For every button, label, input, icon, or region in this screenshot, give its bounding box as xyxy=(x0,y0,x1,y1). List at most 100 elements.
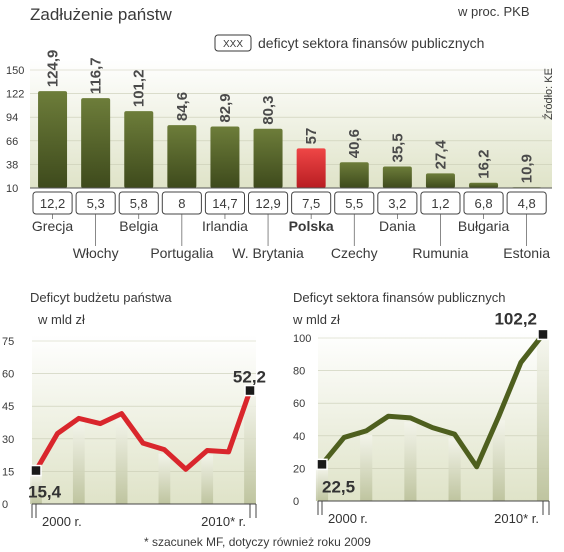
area-stripe xyxy=(360,434,373,501)
legend-box-label: XXX xyxy=(223,39,243,50)
area-stripe xyxy=(72,422,85,504)
x-tick-label: 2000 r. xyxy=(328,511,368,526)
first-value-label: 22,5 xyxy=(322,477,355,496)
series-line xyxy=(319,331,546,470)
deficit-value: 3,2 xyxy=(388,196,406,211)
bar-value-label: 101,2 xyxy=(131,70,148,108)
deficit-value: 1,2 xyxy=(431,196,449,211)
country-label: Estonia xyxy=(503,245,550,261)
country-label: Portugalia xyxy=(150,245,213,261)
area-stripe xyxy=(158,453,171,504)
bar-value-label: 57 xyxy=(303,128,320,145)
bar-chart-y-tick: 66 xyxy=(6,136,18,148)
country-label: Irlandia xyxy=(202,218,248,234)
endpoint-marker xyxy=(30,464,42,477)
line-chart-y-tick: 75 xyxy=(2,336,14,348)
bar-value-label: 116,7 xyxy=(88,57,105,94)
endpoint-marker xyxy=(244,384,256,397)
last-value-label: 102,2 xyxy=(494,309,537,328)
deficit-value: 12,9 xyxy=(255,196,280,211)
deficit-value: 6,8 xyxy=(475,196,493,211)
country-label: Rumunia xyxy=(412,245,468,261)
left-line-chart: 0 15 30 45 60 75 15,4 52,2 2000 r. 2010* r. xyxy=(2,335,266,529)
x-tick-label: 2010* r. xyxy=(201,514,246,529)
country-label: W. Brytania xyxy=(232,245,304,261)
deficit-value: 7,5 xyxy=(302,196,320,211)
country-label: Czechy xyxy=(331,245,378,261)
line-chart-y-tick: 20 xyxy=(293,463,305,475)
line-chart-y-tick: 60 xyxy=(2,369,14,381)
bar-3 xyxy=(167,125,197,188)
line-chart-background xyxy=(32,335,256,504)
country-label: Grecja xyxy=(32,218,73,234)
deficit-value: 12,2 xyxy=(40,196,65,211)
bar-value-label: 84,6 xyxy=(174,92,191,121)
country-label: Polska xyxy=(289,218,334,234)
area-stripe xyxy=(448,438,461,501)
bar-chart-y-tick: 150 xyxy=(6,65,24,77)
line-chart-y-tick: 100 xyxy=(293,333,311,345)
x-tick-label: 2000 r. xyxy=(42,514,82,529)
endpoint-marker xyxy=(537,328,549,341)
series-line xyxy=(33,388,253,474)
bar-value-label: 16,2 xyxy=(476,150,493,179)
area-stripe xyxy=(30,474,42,504)
deficit-boxes: 12,2 5,3 5,8 8 14,7 12,9 7,5 5,5 3,2 1,2 6,8 4,8 xyxy=(32,191,547,215)
bar-7 xyxy=(339,162,369,188)
deficit-value: 4,8 xyxy=(518,196,536,211)
line-chart-background xyxy=(318,332,549,501)
area-stripe xyxy=(492,420,505,501)
bar-value-label: 82,9 xyxy=(217,93,234,122)
bar-value-label: 10,9 xyxy=(519,154,536,183)
deficit-value: 5,8 xyxy=(130,196,148,211)
bar-value-label: 35,5 xyxy=(389,133,406,162)
bar-10 xyxy=(469,182,499,188)
bar-value-label: 124,9 xyxy=(45,50,62,88)
bar-1 xyxy=(81,98,111,188)
deficit-value: 8 xyxy=(178,196,185,211)
last-value-label: 52,2 xyxy=(233,368,266,387)
line-chart-y-tick: 45 xyxy=(2,401,14,413)
x-tick-label: 2010* r. xyxy=(494,511,539,526)
bar-chart-y-ticks: 10 38 66 94 122 150 xyxy=(6,65,24,195)
bar-chart-background xyxy=(30,60,552,188)
country-label: Bułgaria xyxy=(458,218,510,234)
right-line-chart: 0 20 40 60 80 100 22,5 102,2 2000 r. 2010* r. xyxy=(293,309,550,526)
first-value-label: 15,4 xyxy=(28,483,62,502)
area-stripe xyxy=(201,454,214,504)
deficit-value: 5,3 xyxy=(87,196,105,211)
line-chart-y-tick: 60 xyxy=(293,398,305,410)
country-label: Włochy xyxy=(73,245,119,261)
line-chart-y-tick: 15 xyxy=(2,466,14,478)
bar-chart-y-tick: 10 xyxy=(6,183,18,195)
bar-2 xyxy=(124,111,154,188)
area-stripe xyxy=(244,394,256,504)
bar-chart-unit: w proc. PKB xyxy=(457,4,530,19)
bar-chart-title: Zadłużenie państw xyxy=(30,5,172,24)
line-chart-y-tick: 80 xyxy=(293,366,305,378)
area-stripe xyxy=(404,421,417,501)
source-label: Źródło: KE xyxy=(542,68,555,120)
legend-text: deficyt sektora finansów publicznych xyxy=(258,35,484,51)
right-chart-subtitle: w mld zł xyxy=(292,312,340,327)
bar-chart-y-tick: 94 xyxy=(6,112,18,124)
endpoint-marker xyxy=(316,458,328,471)
left-chart-title: Deficyt budżetu państwa xyxy=(30,290,172,305)
country-label: Belgia xyxy=(119,218,158,234)
bar-value-label: 27,4 xyxy=(432,139,449,169)
bar-5 xyxy=(253,128,283,188)
bar-value-label: 40,6 xyxy=(346,129,363,158)
bar-chart-y-tick: 122 xyxy=(6,89,24,101)
bar-chart-y-tick: 38 xyxy=(6,159,18,171)
legend-box xyxy=(214,34,252,52)
bar-value-label: 80,3 xyxy=(260,96,277,125)
line-chart-y-tick: 40 xyxy=(293,431,305,443)
right-chart-title: Deficyt sektora finansów publicznych xyxy=(293,290,505,305)
line-chart-y-tick: 0 xyxy=(293,496,299,508)
footnote: * szacunek MF, dotyczy również roku 2009 xyxy=(144,535,371,549)
area-stripe xyxy=(315,468,329,501)
bar-chart-value-labels: 124,9 116,7 101,2 84,6 82,9 80,3 57 40,6 35,5 27,… xyxy=(45,50,536,184)
deficit-value: 14,7 xyxy=(212,196,237,211)
